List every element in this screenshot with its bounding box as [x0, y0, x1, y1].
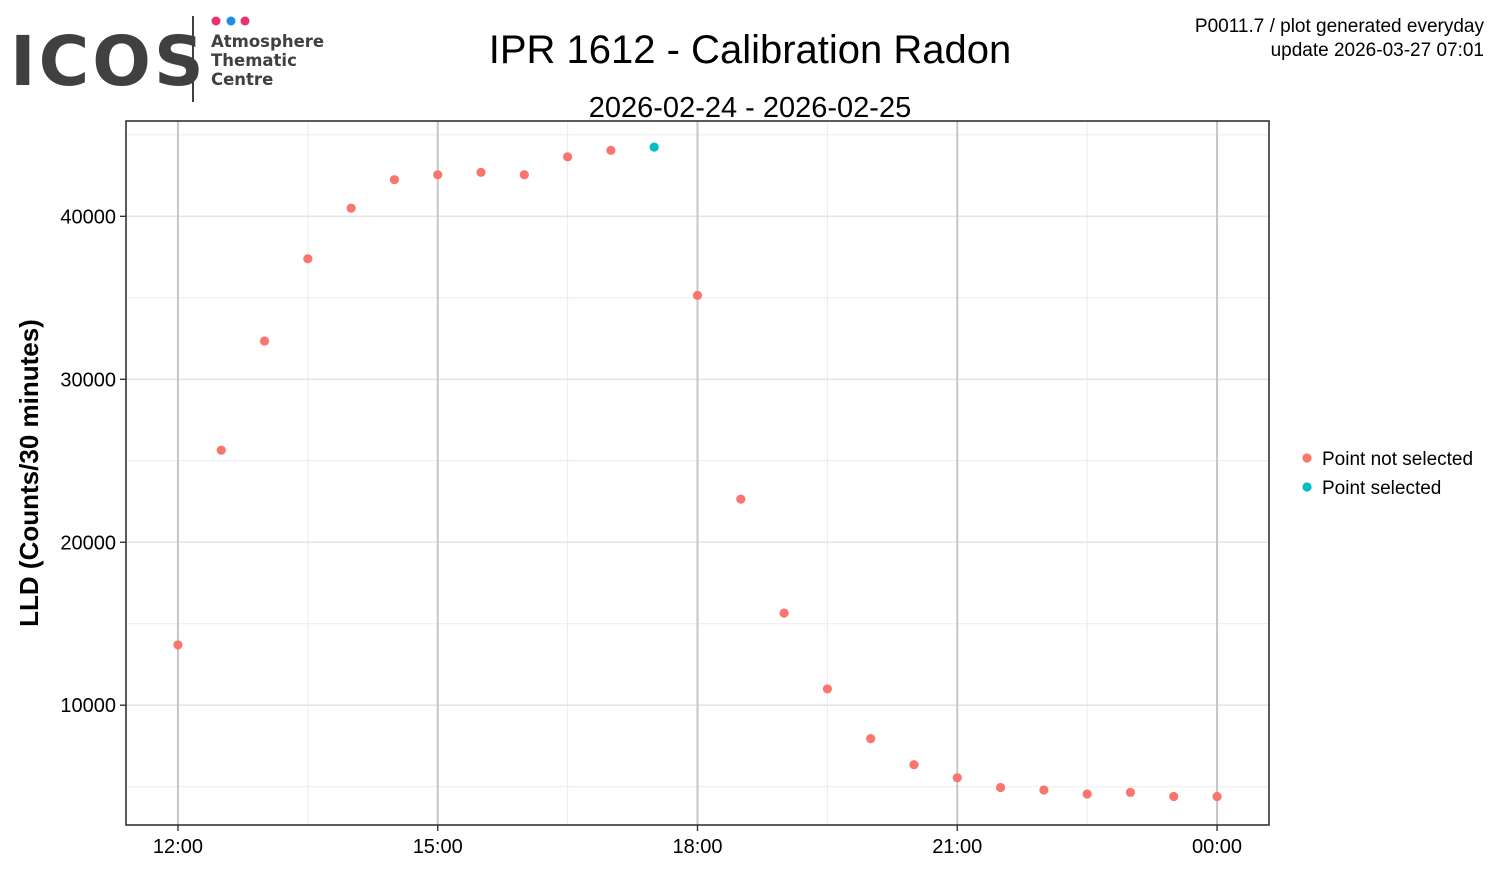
x-tick-label: 18:00	[672, 836, 722, 858]
point-not-selected	[216, 445, 226, 455]
chart-title: IPR 1612 - Calibration Radon	[489, 28, 1012, 72]
legend-label: Point not selected	[1322, 449, 1473, 470]
point-not-selected	[259, 336, 270, 346]
point-not-selected	[303, 254, 313, 264]
logo-line-thematic: Thematic	[211, 51, 297, 70]
plot-area	[125, 120, 1270, 826]
point-not-selected	[606, 145, 616, 155]
point-not-selected	[1212, 791, 1222, 802]
point-not-selected	[822, 684, 832, 694]
legend-key	[1302, 482, 1312, 492]
generation-note: P0011.7 / plot generated everyday	[1195, 16, 1485, 37]
point-not-selected	[433, 170, 443, 180]
point-not-selected	[389, 175, 400, 185]
y-tick-label: 10000	[60, 695, 116, 717]
point-not-selected	[173, 640, 183, 650]
point-not-selected	[866, 734, 876, 744]
point-not-selected	[563, 152, 573, 162]
point-not-selected	[1082, 789, 1092, 799]
point-not-selected	[1039, 785, 1049, 795]
grid-lines	[126, 121, 1269, 825]
y-tick-label: 40000	[60, 206, 116, 228]
point-not-selected	[1125, 787, 1136, 798]
logo-dot-blue	[226, 16, 236, 26]
x-tick-label: 15:00	[413, 836, 463, 858]
point-not-selected	[779, 608, 789, 618]
legend-key	[1302, 453, 1312, 463]
logo-dot-magenta-2	[240, 16, 250, 26]
logo-line-centre: Centre	[211, 70, 273, 89]
chart-subtitle: 2026-02-24 - 2026-02-25	[589, 92, 911, 124]
icos-logo: ICOS Atmosphere Thematic Centre	[10, 16, 324, 102]
data-points	[173, 142, 1222, 802]
x-axis: 12:00 15:00 18:00 21:00 00:00	[153, 825, 1242, 858]
logo-dot-magenta	[211, 16, 221, 26]
y-axis: 10000 20000 30000 40000	[60, 206, 126, 717]
y-tick-label: 20000	[60, 532, 116, 554]
x-tick-label: 00:00	[1192, 836, 1242, 858]
point-selected	[649, 142, 659, 152]
y-axis-label: LLD (Counts/30 minutes)	[14, 319, 44, 627]
logo-wordmark: ICOS	[10, 22, 207, 102]
point-not-selected	[952, 773, 962, 783]
point-not-selected	[476, 167, 486, 177]
update-timestamp: update 2026-03-27 07:01	[1271, 40, 1484, 61]
x-tick-label: 21:00	[932, 836, 982, 858]
point-not-selected	[995, 782, 1006, 793]
point-not-selected	[692, 290, 703, 300]
legend-label: Point selected	[1322, 478, 1441, 499]
point-not-selected	[519, 170, 529, 180]
logo-line-atmosphere: Atmosphere	[211, 32, 324, 51]
legend: Point not selected Point selected	[1302, 449, 1473, 499]
point-not-selected	[346, 203, 356, 213]
point-not-selected	[909, 760, 919, 770]
point-not-selected	[1169, 791, 1179, 802]
point-not-selected	[736, 494, 746, 504]
y-tick-label: 30000	[60, 369, 116, 391]
x-tick-label: 12:00	[153, 836, 203, 858]
